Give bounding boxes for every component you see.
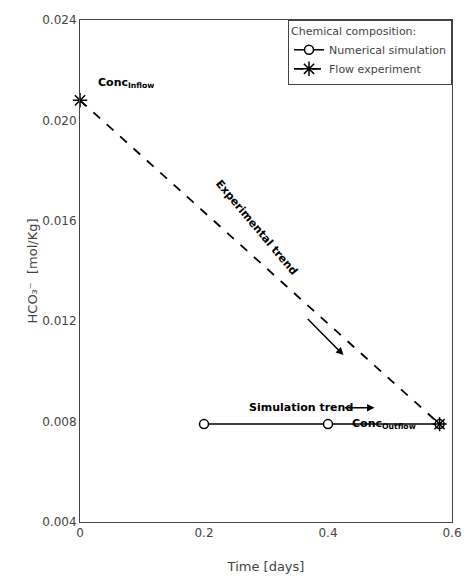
svg-text:0.008: 0.008 (42, 415, 76, 429)
svg-text:Time [days]: Time [days] (227, 559, 305, 574)
svg-text:Experimental trend: Experimental trend (213, 177, 300, 277)
svg-text:Conc​Inflow​: Conc​Inflow​ (98, 76, 154, 90)
svg-text:0.012: 0.012 (42, 314, 76, 328)
svg-text:Numerical simulation: Numerical simulation (329, 44, 446, 57)
svg-text:Conc​Outflow​: Conc​Outflow​ (352, 417, 416, 431)
svg-text:0.6: 0.6 (442, 526, 461, 540)
svg-text:0.024: 0.024 (42, 13, 76, 27)
svg-text:0.4: 0.4 (318, 526, 337, 540)
svg-text:Flow experiment: Flow experiment (329, 63, 421, 76)
svg-text:0: 0 (76, 526, 84, 540)
svg-text:0.020: 0.020 (42, 114, 76, 128)
svg-text:Simulation trend: Simulation trend (249, 401, 353, 414)
svg-text:0.016: 0.016 (42, 214, 76, 228)
svg-text:0.2: 0.2 (194, 526, 213, 540)
svg-text:Chemical composition:: Chemical composition: (291, 25, 416, 38)
svg-text:0.004: 0.004 (42, 515, 76, 529)
svg-text:HCO₃⁻ [mol/Kg]: HCO₃⁻ [mol/Kg] (25, 219, 40, 324)
